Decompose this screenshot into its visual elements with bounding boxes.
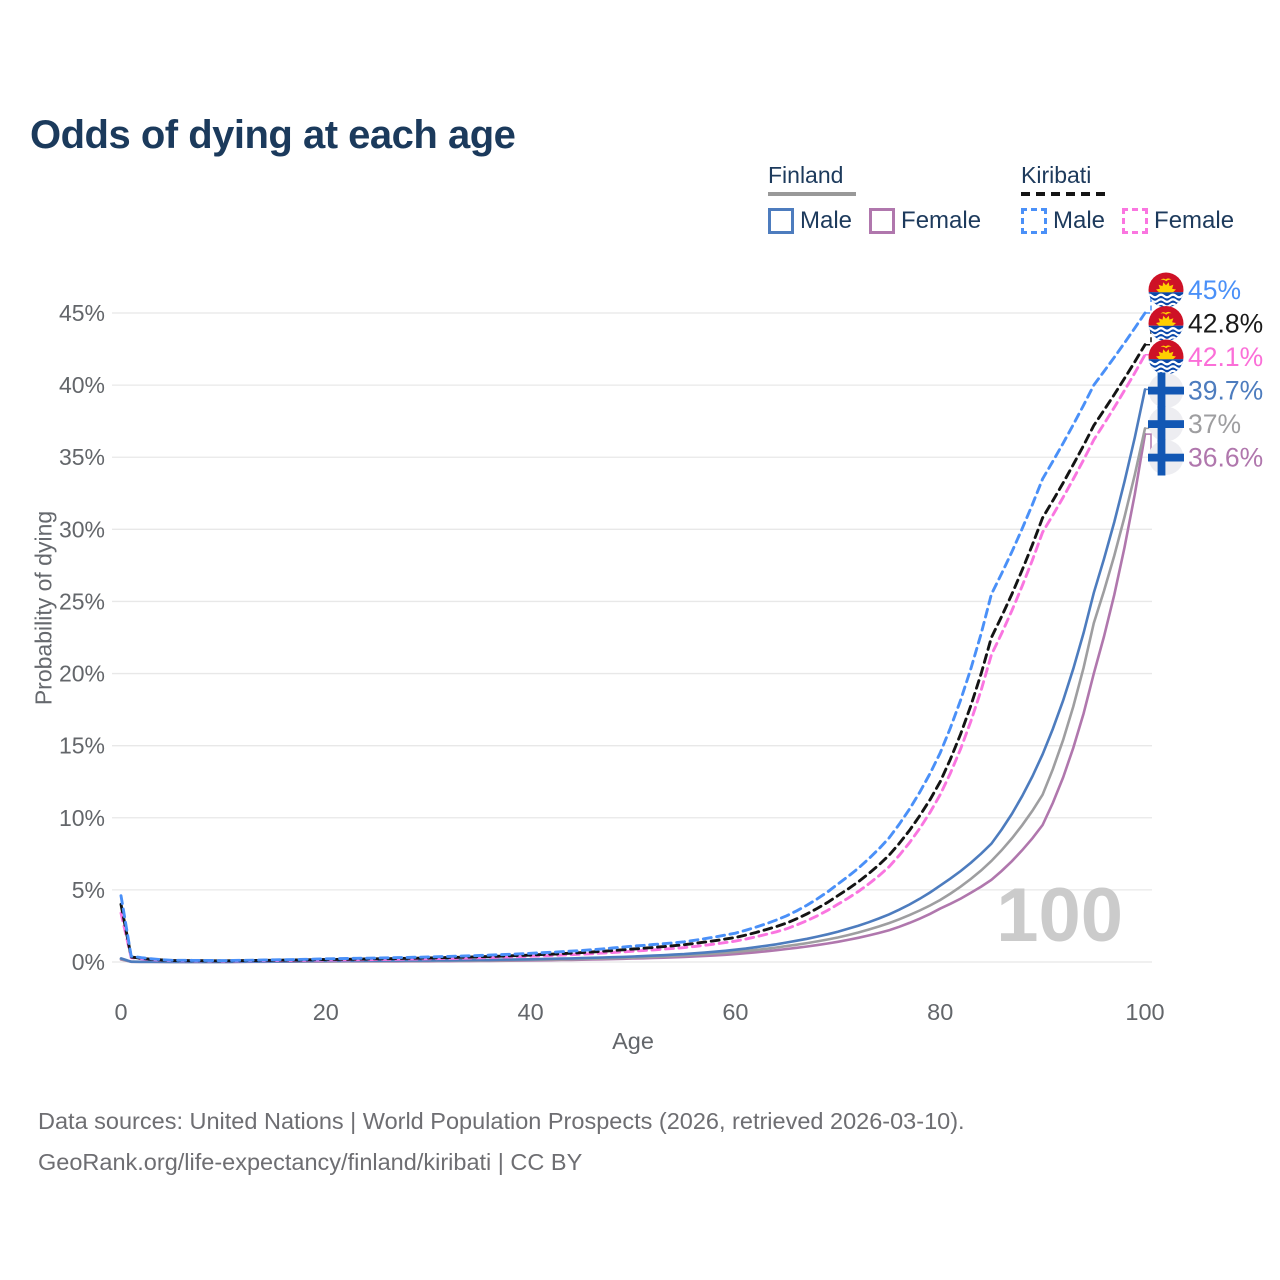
x-axis-title: Age [612,1028,654,1054]
series-line-kiribati-female[interactable] [119,353,1147,963]
x-tick-label: 80 [927,999,953,1025]
y-tick-label: 30% [59,516,105,542]
series-line-finland-female[interactable] [119,432,1147,964]
y-tick-label: 35% [59,444,105,470]
legend-group-finland: Finland Male Female [768,162,998,235]
y-tick-label: 25% [59,588,105,614]
legend-label: Female [1154,207,1235,234]
y-tick-label: 5% [72,877,105,903]
y-tick-label: 40% [59,372,105,398]
finland-line-swatch [768,192,856,196]
end-label-value: 45% [1188,275,1241,305]
end-label-value: 42.1% [1188,342,1263,372]
hover-age-watermark: 100 [996,873,1123,958]
kiribati-flag-icon [1148,272,1184,308]
kiribati-flag-icon [1148,339,1184,375]
kiribati-flag-icon [1148,306,1184,341]
page-title: Odds of dying at each age [30,112,516,157]
end-label-connector [1145,354,1162,358]
end-label-connector [1145,322,1162,346]
legend-finland-title: Finland [768,162,844,188]
finland-female-swatch-icon [869,208,896,234]
legend-label: Male [800,207,853,234]
legend-group-kiribati: Kiribati Male Female [1021,162,1251,235]
end-label-value: 39.7% [1188,376,1263,406]
footer-data-sources: Data sources: United Nations | World Pop… [38,1108,965,1134]
end-label-value: 42.8% [1188,309,1263,339]
y-tick-label: 45% [59,300,105,326]
series-line-kiribati[interactable] [119,343,1147,963]
legend-kiribati-title: Kiribati [1021,162,1092,188]
kiribati-male-swatch-icon [1021,208,1047,234]
kiribati-female-swatch-icon [1122,208,1149,234]
series-line-finland-male[interactable] [119,388,1147,964]
legend-item-finland-female[interactable]: Female [869,207,981,235]
finland-flag-icon [1148,439,1184,476]
footer-attribution[interactable]: GeoRank.org/life-expectancy/finland/kiri… [38,1149,583,1175]
y-tick-label: 15% [59,733,105,759]
legend-label: Male [1053,207,1106,234]
x-tick-label: 40 [518,999,544,1025]
legend-item-kiribati-female[interactable]: Female [1122,207,1234,235]
end-label-value: 37% [1188,409,1241,439]
finland-male-swatch-icon [768,208,794,234]
legend-label: Female [901,207,982,234]
legend-item-kiribati-male[interactable]: Male [1021,207,1105,235]
x-tick-label: 0 [114,999,127,1025]
x-tick-label: 20 [313,999,339,1025]
series-line-kiribati-male[interactable] [119,311,1147,963]
y-tick-label: 20% [59,661,105,687]
legend-item-finland-male[interactable]: Male [768,207,852,235]
series-line-finland[interactable] [119,427,1147,964]
finland-flag-icon [1148,372,1184,409]
x-tick-label: 60 [722,999,748,1025]
end-label-value: 36.6% [1188,443,1263,473]
y-tick-label: 10% [59,805,105,831]
kiribati-line-swatch [1021,192,1111,196]
x-tick-label: 100 [1125,999,1164,1025]
y-tick-label: 0% [72,949,105,975]
finland-flag-icon [1148,406,1184,442]
